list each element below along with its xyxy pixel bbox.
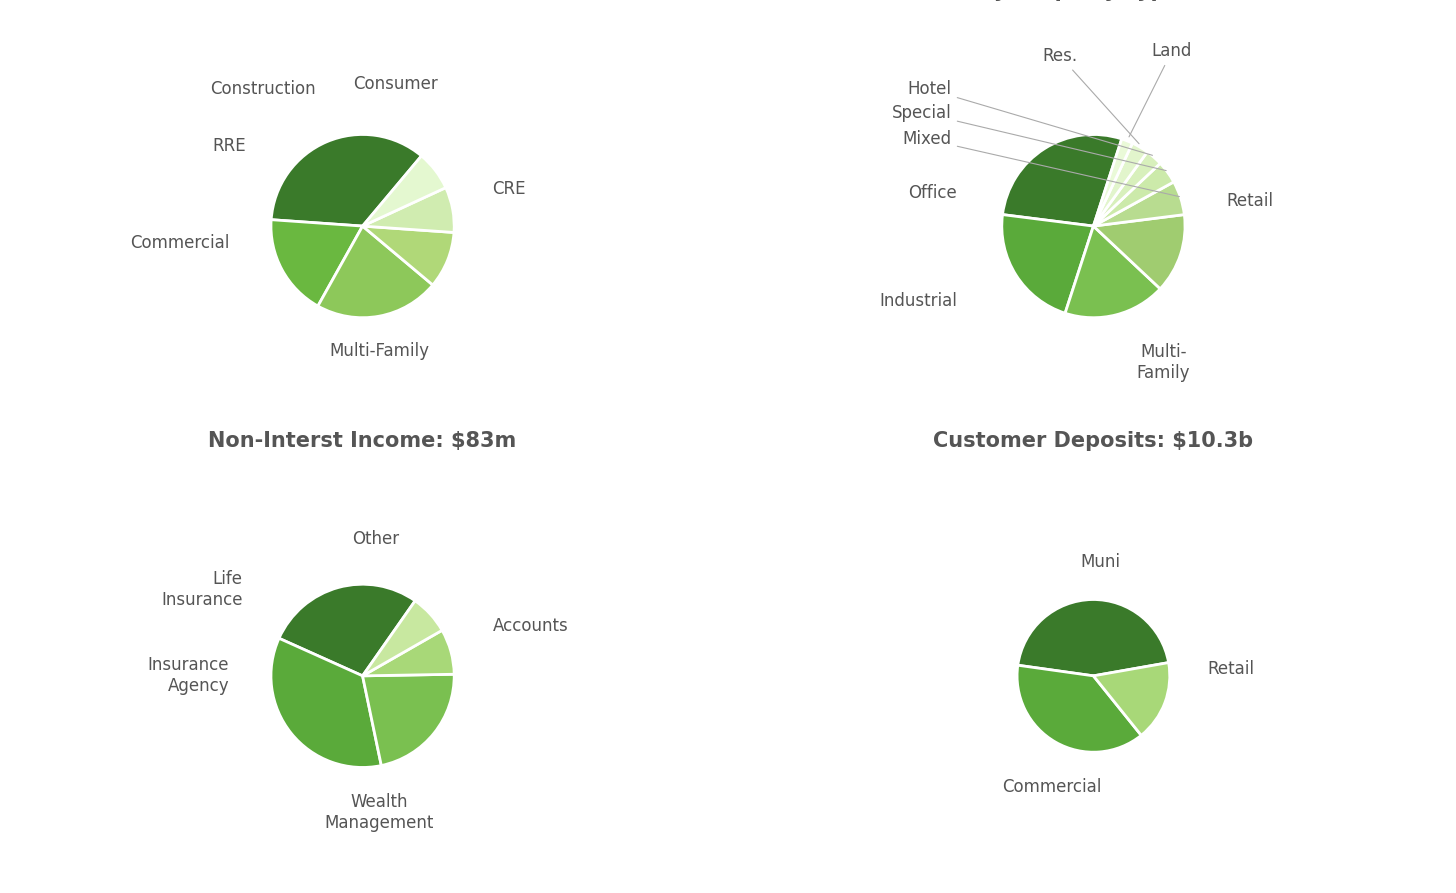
Text: Construction: Construction bbox=[210, 80, 316, 98]
Text: Other: Other bbox=[352, 530, 399, 548]
Wedge shape bbox=[1066, 226, 1160, 318]
Wedge shape bbox=[280, 584, 415, 676]
Wedge shape bbox=[363, 226, 454, 285]
Text: Industrial: Industrial bbox=[879, 292, 957, 310]
Wedge shape bbox=[363, 674, 454, 765]
Text: Land: Land bbox=[1128, 42, 1192, 137]
Text: Accounts: Accounts bbox=[492, 617, 568, 635]
Wedge shape bbox=[1093, 663, 1169, 735]
Wedge shape bbox=[317, 226, 432, 318]
Text: Retail: Retail bbox=[1207, 660, 1254, 678]
Wedge shape bbox=[1018, 599, 1169, 676]
Text: Life
Insurance: Life Insurance bbox=[162, 570, 243, 609]
Title: CRE by Property Type: $6.0b: CRE by Property Type: $6.0b bbox=[926, 0, 1261, 1]
Text: Consumer: Consumer bbox=[354, 76, 438, 94]
Wedge shape bbox=[1093, 143, 1147, 226]
Wedge shape bbox=[1002, 214, 1093, 313]
Wedge shape bbox=[271, 638, 381, 767]
Wedge shape bbox=[363, 630, 454, 676]
Title: Non-Interst Income: $83m: Non-Interst Income: $83m bbox=[208, 430, 517, 451]
Text: Special: Special bbox=[893, 104, 1166, 171]
Wedge shape bbox=[1093, 163, 1174, 226]
Text: Commercial: Commercial bbox=[1002, 778, 1101, 796]
Text: Muni: Muni bbox=[1080, 553, 1120, 571]
Title: Customer Deposits: $10.3b: Customer Deposits: $10.3b bbox=[933, 430, 1254, 451]
Wedge shape bbox=[363, 601, 443, 676]
Wedge shape bbox=[1018, 665, 1142, 752]
Text: Office: Office bbox=[909, 184, 957, 202]
Wedge shape bbox=[1093, 214, 1185, 288]
Wedge shape bbox=[363, 188, 454, 232]
Text: Commercial: Commercial bbox=[130, 234, 229, 252]
Text: Multi-
Family: Multi- Family bbox=[1137, 343, 1190, 382]
Text: Multi-Family: Multi-Family bbox=[329, 342, 430, 360]
Wedge shape bbox=[1003, 135, 1121, 226]
Wedge shape bbox=[1093, 152, 1160, 226]
Wedge shape bbox=[1093, 139, 1133, 226]
Wedge shape bbox=[271, 135, 421, 226]
Text: Mixed: Mixed bbox=[903, 130, 1179, 196]
Title: Loans & Leases: $10.5b: Loans & Leases: $10.5b bbox=[223, 0, 502, 1]
Text: RRE: RRE bbox=[213, 138, 246, 155]
Wedge shape bbox=[271, 220, 363, 306]
Text: Hotel: Hotel bbox=[909, 80, 1153, 155]
Text: Retail: Retail bbox=[1227, 192, 1274, 210]
Wedge shape bbox=[363, 156, 446, 226]
Wedge shape bbox=[1093, 182, 1184, 226]
Text: Wealth
Management: Wealth Management bbox=[325, 793, 434, 832]
Text: CRE: CRE bbox=[492, 180, 526, 198]
Text: Res.: Res. bbox=[1042, 47, 1139, 144]
Text: Insurance
Agency: Insurance Agency bbox=[149, 656, 229, 696]
